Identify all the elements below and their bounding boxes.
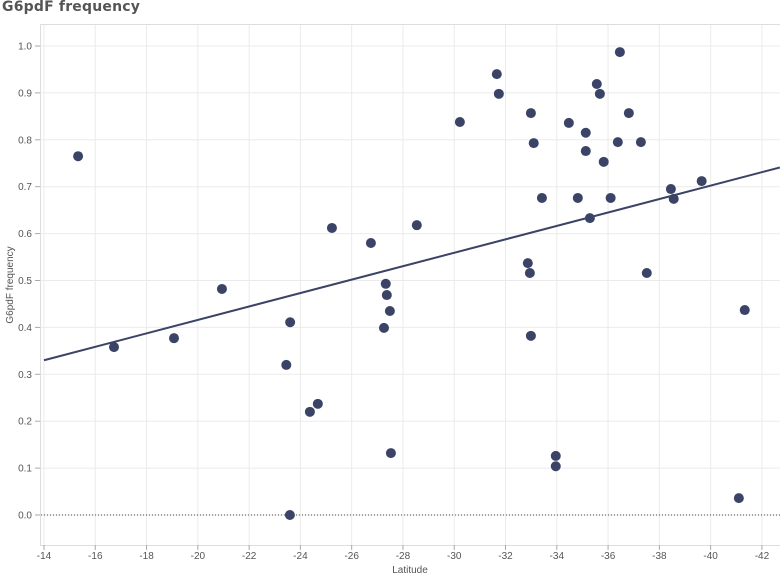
data-point[interactable] bbox=[733, 493, 744, 504]
y-tick-label: 0.8 bbox=[18, 135, 32, 146]
gridlines bbox=[40, 25, 780, 545]
x-axis-ticks: -14 -16 -18 -20 -22 -24 -26 -28 -30 -32 -34 -36 -38 -… bbox=[37, 545, 770, 562]
data-point[interactable] bbox=[381, 290, 392, 301]
data-point[interactable] bbox=[739, 305, 750, 316]
data-point[interactable] bbox=[550, 461, 561, 472]
data-point[interactable] bbox=[612, 137, 623, 148]
data-point[interactable] bbox=[536, 192, 547, 203]
y-tick-label: 0.9 bbox=[18, 88, 32, 99]
y-axis-label: G6pdF frequency bbox=[5, 246, 16, 323]
x-tick-label: -28 bbox=[396, 551, 411, 562]
y-tick-label: 1.0 bbox=[18, 42, 32, 53]
data-point[interactable] bbox=[605, 192, 616, 203]
data-point[interactable] bbox=[550, 450, 561, 461]
data-point[interactable] bbox=[384, 305, 395, 316]
x-tick-label: -16 bbox=[88, 551, 103, 562]
data-point[interactable] bbox=[411, 220, 422, 231]
data-point[interactable] bbox=[665, 184, 676, 195]
x-tick-label: -14 bbox=[37, 551, 52, 562]
data-point[interactable] bbox=[493, 88, 504, 99]
y-axis-ticks: 0.0 0.1 0.2 0.3 0.4 0.5 0.6 0.7 0.8 0.9 1.0 bbox=[18, 42, 40, 522]
data-point[interactable] bbox=[491, 69, 502, 80]
y-tick-label: 0.1 bbox=[18, 464, 32, 475]
y-tick-label: 0.5 bbox=[18, 276, 32, 287]
y-tick-label: 0.2 bbox=[18, 417, 32, 428]
x-tick-label: -32 bbox=[498, 551, 513, 562]
data-point[interactable] bbox=[454, 116, 465, 127]
chart-title: G6pdF frequency bbox=[2, 0, 141, 15]
x-tick-label: -42 bbox=[755, 551, 770, 562]
data-point[interactable] bbox=[594, 88, 605, 99]
data-point[interactable] bbox=[635, 137, 646, 148]
x-tick-label: -18 bbox=[139, 551, 154, 562]
data-point[interactable] bbox=[365, 237, 376, 248]
data-point[interactable] bbox=[380, 278, 391, 289]
x-tick-label: -22 bbox=[242, 551, 257, 562]
data-point[interactable] bbox=[73, 151, 84, 162]
data-point[interactable] bbox=[522, 258, 533, 269]
x-tick-label: -24 bbox=[293, 551, 308, 562]
data-point[interactable] bbox=[326, 222, 337, 233]
x-axis-label: Latitude bbox=[392, 565, 428, 575]
data-point[interactable] bbox=[285, 317, 296, 328]
data-point[interactable] bbox=[524, 267, 535, 278]
y-tick-label: 0.3 bbox=[18, 370, 32, 381]
data-point[interactable] bbox=[591, 78, 602, 89]
x-tick-label: -30 bbox=[447, 551, 462, 562]
y-tick-label: 0.7 bbox=[18, 182, 32, 193]
data-point[interactable] bbox=[623, 108, 634, 119]
data-point[interactable] bbox=[641, 267, 652, 278]
data-point[interactable] bbox=[696, 176, 707, 187]
data-point[interactable] bbox=[216, 283, 227, 294]
data-point[interactable] bbox=[378, 322, 389, 333]
x-tick-label: -20 bbox=[191, 551, 206, 562]
trend-line bbox=[43, 166, 780, 362]
data-point[interactable] bbox=[528, 138, 539, 149]
data-point[interactable] bbox=[525, 330, 536, 341]
data-point[interactable] bbox=[525, 108, 536, 119]
data-point[interactable] bbox=[168, 333, 179, 344]
x-tick-label: -38 bbox=[652, 551, 667, 562]
data-point[interactable] bbox=[281, 359, 292, 370]
data-point[interactable] bbox=[580, 146, 591, 157]
x-tick-label: -36 bbox=[601, 551, 616, 562]
data-point[interactable] bbox=[572, 192, 583, 203]
data-point[interactable] bbox=[108, 342, 119, 353]
y-tick-label: 0.0 bbox=[18, 511, 32, 522]
data-point[interactable] bbox=[668, 193, 679, 204]
data-point[interactable] bbox=[584, 213, 595, 224]
data-point[interactable] bbox=[563, 117, 574, 128]
data-point[interactable] bbox=[304, 406, 315, 417]
data-point[interactable] bbox=[284, 510, 295, 520]
y-tick-label: 0.6 bbox=[18, 229, 32, 240]
data-points bbox=[73, 47, 750, 520]
data-point[interactable] bbox=[385, 448, 396, 459]
data-point[interactable] bbox=[580, 127, 591, 138]
x-tick-label: -34 bbox=[550, 551, 565, 562]
data-point[interactable] bbox=[598, 156, 609, 167]
data-point[interactable] bbox=[614, 47, 625, 58]
y-tick-label: 0.4 bbox=[18, 323, 32, 334]
data-point[interactable] bbox=[312, 398, 323, 409]
x-tick-label: -26 bbox=[344, 551, 359, 562]
x-tick-label: -40 bbox=[703, 551, 718, 562]
plot-area-border bbox=[40, 24, 780, 546]
